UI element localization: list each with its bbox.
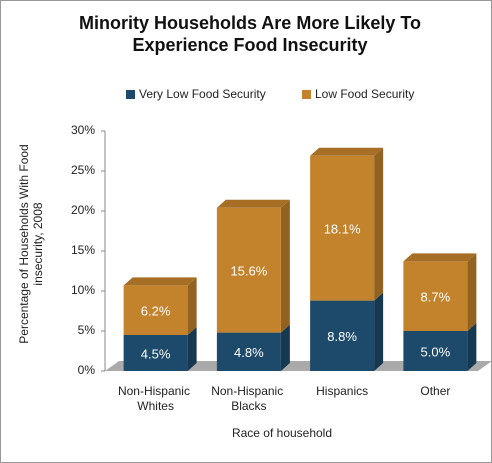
data-label: 18.1% — [324, 222, 361, 237]
data-label: 8.7% — [421, 290, 451, 305]
data-label: 6.2% — [141, 304, 171, 319]
data-label: 5.0% — [421, 344, 451, 359]
legend-label: Very Low Food Security — [139, 87, 266, 101]
bar — [123, 335, 188, 371]
bar-side — [374, 147, 384, 301]
x-tick-label: Non-Hispanic Whites — [118, 384, 193, 413]
y-axis-title: Percentage of Households With Food insec… — [17, 144, 45, 344]
bar-top — [123, 277, 197, 286]
bar-top — [403, 253, 477, 262]
y-tick-label: 20% — [71, 203, 95, 217]
y-tick-label: 5% — [78, 323, 96, 337]
bar-side — [374, 292, 384, 371]
bar — [310, 300, 375, 371]
bar — [310, 155, 375, 301]
bar-side — [280, 324, 290, 371]
data-label: 8.8% — [327, 329, 357, 344]
x-tick-label-line: Non-Hispanic — [211, 384, 286, 398]
legend-swatch — [302, 90, 311, 99]
legend-swatch — [126, 90, 135, 99]
y-tick-label: 15% — [71, 243, 95, 257]
bar-side — [467, 253, 477, 331]
x-tick-label: Other — [420, 384, 450, 398]
chart-title: Minority Households Are More Likely To E… — [78, 13, 422, 55]
bar-side — [187, 327, 197, 371]
data-label: 4.8% — [234, 345, 264, 360]
bar — [216, 332, 281, 371]
bar-side — [280, 199, 290, 333]
bar — [403, 331, 468, 371]
x-axis-title: Race of household — [232, 426, 332, 440]
x-tick-label: Non-Hispanic Blacks — [211, 384, 286, 413]
bar — [216, 207, 281, 333]
bar-side — [187, 277, 197, 335]
bar-side — [467, 323, 477, 371]
bar-top — [216, 199, 290, 208]
y-tick-label: 25% — [71, 163, 95, 177]
x-tick-label-line: Blacks — [231, 399, 266, 413]
bar — [123, 285, 188, 335]
legend-label: Low Food Security — [315, 87, 414, 101]
x-tick-label-line: Non-Hispanic — [118, 384, 193, 398]
bar — [403, 261, 468, 331]
data-label: 15.6% — [230, 264, 267, 279]
x-tick-label: Hispanics — [316, 384, 368, 398]
y-tick-label: 10% — [71, 283, 95, 297]
y-tick-label: 0% — [78, 363, 96, 377]
data-label: 4.5% — [141, 346, 171, 361]
y-tick-label: 30% — [71, 123, 95, 137]
bar-top — [310, 147, 384, 156]
x-tick-label-line: Whites — [137, 399, 174, 413]
floor — [105, 361, 492, 371]
